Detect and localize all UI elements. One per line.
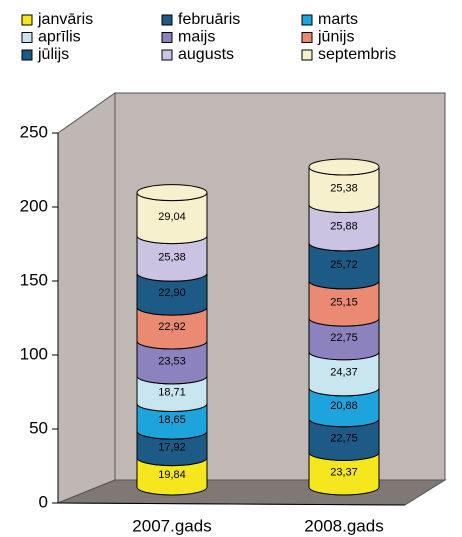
data-label: 22,75 — [330, 332, 358, 344]
data-label: 25,72 — [330, 259, 358, 271]
legend-label: augusts — [178, 46, 234, 63]
data-label: 18,71 — [158, 387, 186, 399]
data-label: 22,90 — [158, 287, 186, 299]
side-wall — [57, 92, 116, 504]
data-label: 24,37 — [330, 367, 358, 379]
legend-swatch — [21, 32, 33, 43]
data-label: 17,92 — [158, 441, 186, 453]
data-label: 29,04 — [158, 211, 186, 223]
data-label: 25,15 — [330, 296, 358, 308]
x-axis — [57, 502, 406, 506]
legend-swatch — [161, 32, 173, 43]
data-label: 25,38 — [330, 183, 358, 195]
legend-swatch — [301, 49, 313, 61]
floor — [57, 479, 447, 506]
legend-label: maijs — [178, 29, 215, 46]
legend-label: jūnijs — [317, 29, 354, 46]
data-label: 19,84 — [158, 469, 186, 481]
legend-label: marts — [318, 11, 358, 28]
y-tick-label: 200 — [20, 196, 48, 215]
y-tick-label: 150 — [20, 270, 48, 289]
data-label: 20,88 — [330, 400, 358, 412]
data-label: 23,37 — [330, 467, 358, 479]
data-label: 23,53 — [158, 355, 186, 367]
y-tick-label: 0 — [39, 492, 48, 511]
legend-swatch — [21, 14, 33, 26]
legend-swatch — [301, 14, 313, 26]
data-label: 25,88 — [330, 221, 358, 233]
y-tick-label: 50 — [29, 418, 48, 437]
data-label: 18,65 — [158, 414, 186, 426]
legend-swatch — [161, 49, 173, 61]
legend-swatch — [21, 49, 33, 61]
x-tick-label: 2008.gads — [304, 516, 383, 535]
bar-top — [308, 158, 380, 176]
data-label: 22,75 — [330, 432, 358, 444]
y-tick-label: 250 — [20, 122, 48, 141]
x-tick-label: 2007.gads — [132, 516, 211, 535]
bar-top — [136, 184, 208, 202]
legend-label: aprīlis — [38, 29, 81, 46]
data-label: 25,38 — [158, 251, 186, 263]
data-label: 22,92 — [158, 321, 186, 333]
legend-swatch — [301, 32, 313, 43]
legend-label: jūlijs — [37, 46, 69, 63]
y-tick-label: 100 — [20, 344, 48, 363]
legend-label: janvāris — [37, 11, 93, 28]
legend-label: februāris — [178, 11, 240, 28]
legend-swatch — [161, 14, 173, 26]
legend-label: septembris — [318, 46, 396, 63]
